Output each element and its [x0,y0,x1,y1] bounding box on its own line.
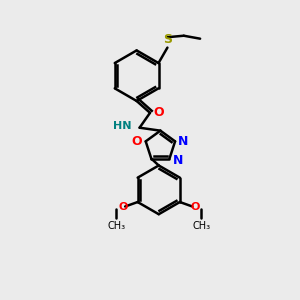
Text: O: O [118,202,128,212]
Text: N: N [178,135,188,148]
Text: N: N [172,154,183,166]
Text: HN: HN [113,121,131,131]
Text: CH₃: CH₃ [107,221,125,231]
Text: CH₃: CH₃ [192,221,210,231]
Text: S: S [163,33,172,46]
Text: O: O [131,135,142,148]
Text: O: O [154,106,164,119]
Text: O: O [190,202,200,212]
